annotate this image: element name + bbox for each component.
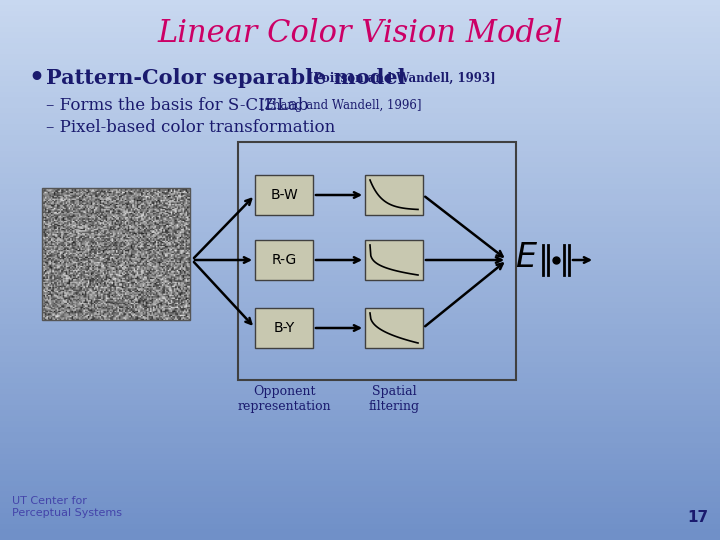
Bar bbox=[365, 175, 423, 215]
Bar bbox=[255, 308, 313, 348]
Text: $E$: $E$ bbox=[515, 242, 538, 274]
Text: Pattern-Color separable model: Pattern-Color separable model bbox=[46, 68, 405, 88]
Text: B-W: B-W bbox=[270, 188, 298, 202]
Text: UT Center for
Perceptual Systems: UT Center for Perceptual Systems bbox=[12, 496, 122, 518]
Bar bbox=[238, 142, 516, 380]
Bar bbox=[365, 308, 423, 348]
Bar bbox=[42, 188, 190, 320]
Text: [Poirson and Wandell, 1993]: [Poirson and Wandell, 1993] bbox=[308, 71, 495, 84]
Bar bbox=[255, 175, 313, 215]
Text: Opponent
representation: Opponent representation bbox=[237, 385, 330, 413]
Text: – Forms the basis for S-CIELab: – Forms the basis for S-CIELab bbox=[46, 97, 308, 113]
Bar bbox=[255, 240, 313, 280]
Text: Linear Color Vision Model: Linear Color Vision Model bbox=[157, 17, 563, 49]
Text: Spatial
filtering: Spatial filtering bbox=[369, 385, 420, 413]
Text: [Zhang and Wandell, 1996]: [Zhang and Wandell, 1996] bbox=[260, 98, 421, 111]
Text: 17: 17 bbox=[687, 510, 708, 525]
Text: B-Y: B-Y bbox=[274, 321, 294, 335]
Text: R-G: R-G bbox=[271, 253, 297, 267]
Text: – Pixel-based color transformation: – Pixel-based color transformation bbox=[46, 119, 336, 137]
Bar bbox=[365, 240, 423, 280]
Text: •: • bbox=[28, 66, 44, 90]
